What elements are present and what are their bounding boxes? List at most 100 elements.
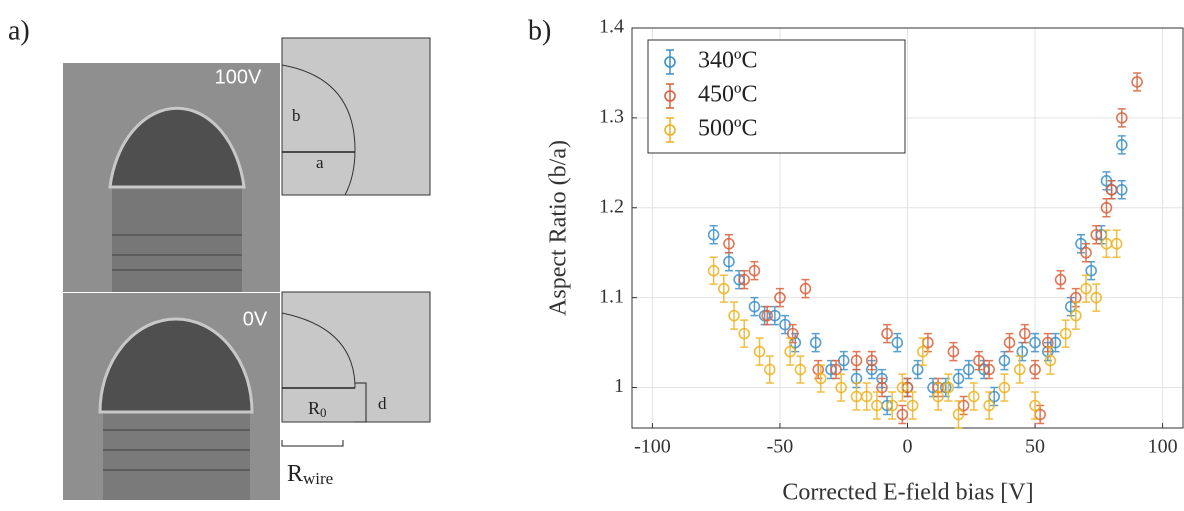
legend-marker	[664, 56, 676, 68]
point	[830, 363, 842, 376]
error-bar	[954, 400, 963, 429]
point	[748, 264, 761, 277]
point	[1013, 363, 1026, 376]
point	[1044, 354, 1057, 367]
point	[718, 282, 730, 295]
error-bar	[877, 377, 886, 398]
wire-stripes	[103, 429, 250, 471]
panel-b: b) Corrected E-field bias [V] Aspect Rat…	[528, 15, 1184, 506]
error-bar	[1092, 283, 1101, 312]
error-bar	[852, 350, 861, 371]
error-bar	[985, 359, 994, 380]
error-bar	[1000, 373, 1009, 402]
legend-marker	[664, 124, 676, 136]
droplet	[108, 106, 246, 189]
error-bar	[1031, 332, 1040, 353]
error-bar	[832, 359, 841, 380]
point	[809, 336, 822, 349]
point	[707, 228, 720, 241]
point	[1029, 363, 1041, 376]
error-bar	[740, 319, 749, 348]
error-bar	[867, 350, 876, 371]
legend-marker	[666, 49, 674, 75]
point	[1090, 228, 1103, 241]
error-bar	[709, 256, 718, 285]
point	[952, 372, 965, 385]
legend-marker	[664, 90, 676, 102]
point	[860, 390, 873, 403]
point	[784, 345, 796, 358]
point	[906, 399, 919, 412]
point	[1080, 246, 1092, 259]
point	[738, 327, 751, 340]
legend-marker	[666, 83, 674, 109]
error-bar	[709, 225, 718, 245]
point	[753, 345, 766, 358]
r0-sub: 0	[320, 405, 327, 420]
point	[1100, 201, 1113, 214]
droplet-outline	[281, 64, 356, 196]
point	[932, 390, 944, 403]
error-bar	[755, 337, 764, 366]
error-bar	[898, 404, 907, 425]
rwire-bracket	[281, 440, 344, 447]
point	[1085, 264, 1097, 277]
error-bar	[964, 359, 973, 380]
error-bar	[954, 368, 963, 389]
error-bar	[750, 260, 759, 281]
point	[761, 309, 773, 322]
point	[896, 381, 909, 394]
point	[881, 327, 893, 340]
droplet	[98, 317, 254, 414]
error-bar	[872, 391, 881, 420]
error-bar	[1056, 269, 1065, 290]
point	[871, 399, 883, 412]
error-bar	[763, 305, 772, 326]
error-bar	[862, 382, 871, 411]
point	[1070, 309, 1082, 322]
point	[723, 237, 735, 250]
x-tick-label: 0	[903, 436, 913, 458]
error-bar	[730, 301, 739, 330]
error-bar	[908, 391, 917, 420]
point	[1110, 237, 1123, 250]
point	[835, 381, 847, 394]
error-bar	[1071, 301, 1080, 330]
diagram-box	[281, 37, 431, 196]
error-bar	[913, 359, 922, 380]
legend-label: 500ºC	[698, 116, 757, 142]
error-bar	[750, 296, 759, 317]
error-bar	[985, 391, 994, 420]
error-bar	[1046, 346, 1055, 375]
r0-main: R	[308, 398, 320, 418]
point	[968, 390, 980, 403]
x-tick-label: 100	[1148, 436, 1178, 458]
y-tick-label: 1.1	[599, 285, 624, 307]
plot-frame	[631, 27, 1184, 429]
point	[983, 399, 995, 412]
error-bar	[1031, 391, 1040, 420]
point	[1115, 139, 1128, 151]
y-tick-label: 1	[614, 375, 624, 397]
point	[1029, 399, 1041, 412]
error-bar	[974, 350, 983, 371]
error-bar	[811, 332, 820, 353]
error-bar	[1107, 180, 1116, 200]
point	[774, 291, 786, 304]
point	[1019, 327, 1031, 340]
point	[917, 345, 929, 358]
legend-box	[647, 39, 906, 154]
point	[723, 255, 735, 268]
error-bar	[1005, 332, 1014, 353]
label-rwire: Rwire	[287, 461, 333, 488]
error-bar	[724, 233, 733, 254]
error-bar	[740, 269, 749, 290]
error-bar	[1117, 135, 1126, 155]
point	[1049, 336, 1062, 349]
voltage-label: 100V	[215, 66, 262, 88]
point	[799, 282, 812, 295]
label-b: b	[292, 106, 301, 125]
wire-stripes	[112, 234, 242, 271]
error-bar	[765, 355, 774, 384]
